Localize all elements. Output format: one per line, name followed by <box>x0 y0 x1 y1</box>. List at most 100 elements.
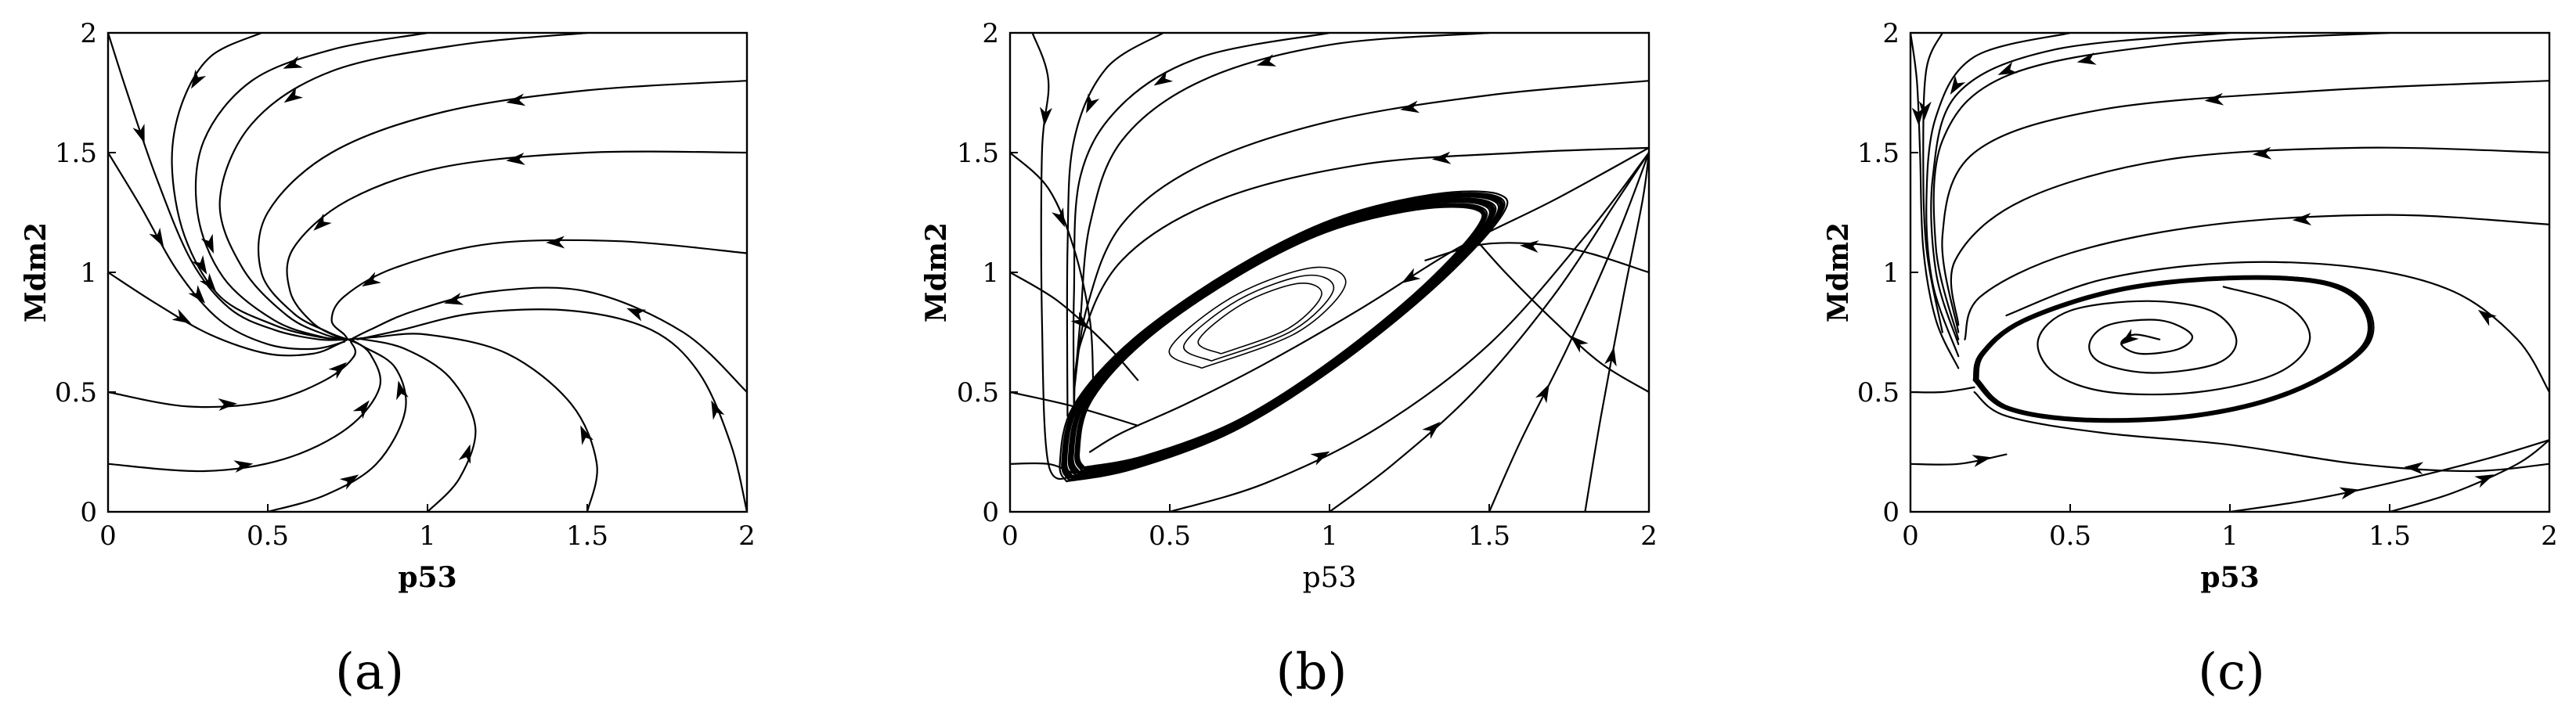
x-tick-label: 0.5 <box>2049 520 2091 552</box>
trajectory-arrow <box>1401 268 1421 283</box>
trajectory-arrow <box>506 153 525 165</box>
trajectory-arrow <box>1570 335 1589 353</box>
phase-portrait-panel-3: 0 0.5 1 1.5 2 0 0.5 1 1.5 2 p53 Mdm2 (c) <box>1822 18 2558 701</box>
trajectory <box>108 338 382 473</box>
trajectory-arrow <box>1310 451 1330 466</box>
y-tick-label: 1.5 <box>1857 138 1900 169</box>
trajectory <box>1168 151 1649 512</box>
trajectory <box>108 271 349 357</box>
y-tick-label: 0 <box>982 497 999 528</box>
plot-frame <box>106 31 749 513</box>
trajectory-arrow <box>313 213 332 231</box>
trajectory-arrow <box>283 87 303 103</box>
trajectory-arrow <box>1052 207 1065 228</box>
y-tick-label: 0.5 <box>55 377 97 409</box>
panel-label: (c) <box>2198 643 2265 701</box>
limit-cycle <box>1061 192 1506 481</box>
trajectory-arrow <box>1604 347 1617 367</box>
trajectory-arrow <box>711 400 725 420</box>
y-tick-label: 0.5 <box>1857 377 1900 409</box>
trajectory <box>1073 80 1649 394</box>
trajectory-arrow <box>132 124 145 144</box>
trajectory-arrow <box>396 380 409 401</box>
trajectory-arrow <box>2474 474 2495 488</box>
x-tick-label: 0 <box>1001 520 1019 552</box>
trajectory <box>266 338 407 512</box>
plot-frame <box>1008 31 1651 513</box>
limit-cycle <box>1974 275 2372 423</box>
trajectory-arrow <box>149 227 164 247</box>
trajectory <box>1010 462 1075 475</box>
y-tick-label: 1 <box>80 257 97 289</box>
x-tick-label: 1.5 <box>566 520 608 552</box>
trajectory <box>330 239 747 340</box>
transient-loop <box>1168 266 1347 369</box>
trajectory <box>1066 33 1164 417</box>
y-tick-label: 0.5 <box>957 377 999 409</box>
y-axis-label: Mdm2 <box>20 222 52 322</box>
trajectory <box>1488 151 1649 512</box>
trajectory-arrow <box>191 69 207 89</box>
trajectory <box>1973 391 2549 473</box>
x-tick-label: 2 <box>1640 520 1658 552</box>
limit-cycle <box>1974 275 2373 423</box>
y-tick-label: 1 <box>982 257 999 289</box>
x-tick-label: 2 <box>738 520 756 552</box>
trajectory <box>1010 391 1139 427</box>
y-tick-label: 1 <box>1882 257 1900 289</box>
x-tick-label: 0 <box>1902 520 1919 552</box>
panel-label: (a) <box>335 643 404 701</box>
x-tick-label: 1 <box>419 520 436 552</box>
trajectory <box>1073 33 1491 394</box>
trajectory <box>1950 146 2549 326</box>
trajectory-arrow <box>1422 421 1441 439</box>
y-tick-label: 2 <box>80 18 97 49</box>
trajectory-arrow <box>1520 240 1539 253</box>
y-tick-label: 0 <box>1882 497 1900 528</box>
trajectory <box>286 150 747 340</box>
trajectory-arrow <box>2120 329 2139 345</box>
limit-cycle <box>1972 275 2375 423</box>
panel-label: (b) <box>1276 643 1348 701</box>
trajectory-arrow <box>188 285 206 304</box>
x-axis-label: p53 <box>1303 562 1357 594</box>
plot-frame <box>1909 31 2551 513</box>
trajectory-arrow <box>546 236 565 249</box>
plot-area <box>1910 33 2549 512</box>
trajectory <box>350 286 747 394</box>
trajectory-arrow <box>283 56 303 69</box>
trajectory-arrow <box>1431 151 1452 164</box>
trajectory-arrow <box>1086 93 1100 113</box>
trajectory-arrow <box>218 398 237 411</box>
x-tick-label: 2 <box>2541 520 2558 552</box>
x-axis-label: p53 <box>2200 561 2259 594</box>
trajectory <box>1910 453 2008 466</box>
trajectory-arrow <box>506 93 526 106</box>
y-axis-label: Mdm2 <box>1822 222 1855 322</box>
trajectory-arrow <box>2477 309 2497 326</box>
trajectory-arrow <box>1972 455 1992 467</box>
limit-cycle <box>1059 190 1509 483</box>
transient-loop <box>1183 274 1335 362</box>
trajectory <box>257 80 747 340</box>
y-axis-label: Mdm2 <box>920 222 953 322</box>
x-tick-label: 1.5 <box>1468 520 1510 552</box>
trajectory <box>1073 146 1649 417</box>
x-tick-label: 0.5 <box>247 520 289 552</box>
y-tick-label: 2 <box>982 18 999 49</box>
trajectory-arrow <box>352 400 370 419</box>
y-tick-label: 0 <box>80 497 97 528</box>
trajectory-arrow <box>1950 75 1966 95</box>
trajectory-arrow <box>339 474 359 490</box>
trajectory <box>1941 80 2549 333</box>
trajectory <box>1910 33 1960 369</box>
trajectory <box>2037 286 2311 396</box>
trajectory-arrow <box>2404 462 2424 475</box>
phase-portrait-panel-2: 0 0.5 1 1.5 2 0 0.5 1 1.5 2 p53 Mdm2 (b) <box>920 18 1658 701</box>
trajectory <box>1010 151 1095 381</box>
trajectory <box>1472 236 1649 394</box>
trajectory-arrow <box>1070 311 1089 329</box>
trajectory <box>1584 151 1649 512</box>
trajectory <box>1930 33 2231 345</box>
